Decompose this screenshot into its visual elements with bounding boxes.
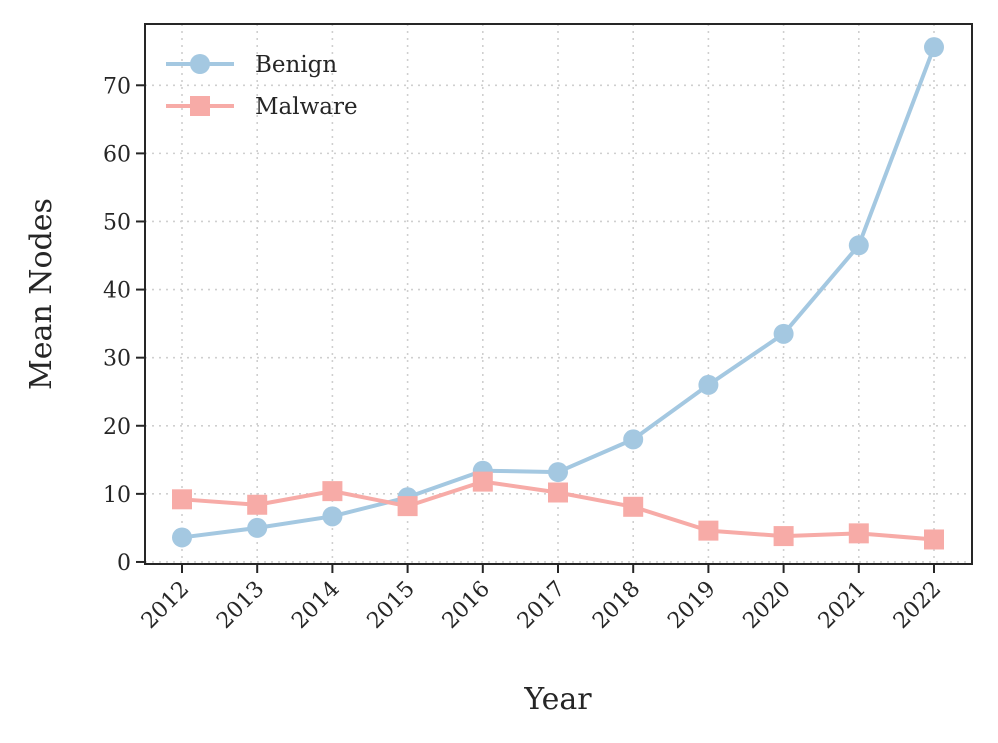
x-tick-label: 2019 bbox=[663, 577, 720, 634]
legend-label-malware: Malware bbox=[255, 94, 358, 120]
legend-item-malware: Malware bbox=[166, 94, 358, 120]
benign-point bbox=[548, 462, 568, 483]
malware-point bbox=[623, 496, 644, 517]
x-axis: 2012 2013 2014 2015 2016 2017 2018 2019 2020 2021… bbox=[137, 564, 946, 634]
malware-point bbox=[848, 523, 869, 544]
malware-point bbox=[472, 471, 493, 492]
malware-point bbox=[397, 496, 418, 517]
benign-point bbox=[848, 235, 869, 256]
x-tick-label: 2016 bbox=[438, 577, 495, 634]
x-tick-label: 2018 bbox=[588, 577, 645, 634]
malware-point bbox=[698, 520, 719, 541]
legend: Benign Malware bbox=[166, 52, 358, 120]
x-tick-label: 2012 bbox=[137, 577, 194, 634]
malware-point bbox=[322, 481, 343, 502]
legend-label-benign: Benign bbox=[255, 52, 337, 78]
y-tick-label: 50 bbox=[103, 210, 131, 235]
malware-series bbox=[172, 471, 944, 550]
benign-point bbox=[247, 517, 268, 538]
benign-point bbox=[172, 527, 192, 548]
x-axis-label: Year bbox=[523, 682, 592, 717]
y-axis-label: Mean Nodes bbox=[24, 198, 59, 390]
x-tick-label: 2021 bbox=[814, 577, 871, 634]
legend-item-benign: Benign bbox=[166, 52, 337, 78]
y-tick-label: 20 bbox=[103, 415, 131, 440]
x-tick-label: 2017 bbox=[513, 577, 570, 634]
x-tick-label: 2013 bbox=[212, 577, 269, 634]
malware-point bbox=[924, 529, 944, 550]
y-tick-label: 10 bbox=[103, 483, 131, 508]
benign-point bbox=[924, 37, 944, 58]
y-tick-label: 40 bbox=[103, 279, 131, 304]
y-tick-label: 30 bbox=[103, 347, 131, 372]
x-tick-label: 2020 bbox=[739, 577, 796, 634]
series-layer bbox=[172, 37, 944, 550]
x-tick-label: 2014 bbox=[287, 577, 344, 634]
legend-marker-malware bbox=[190, 96, 210, 116]
malware-point bbox=[247, 494, 268, 515]
x-tick-label: 2015 bbox=[363, 577, 420, 634]
y-tick-label: 60 bbox=[103, 142, 131, 167]
benign-point bbox=[773, 323, 794, 344]
y-tick-label: 0 bbox=[117, 551, 131, 576]
benign-point bbox=[698, 374, 719, 395]
x-tick-label: 2022 bbox=[889, 577, 946, 634]
benign-point bbox=[322, 506, 343, 527]
y-tick-label: 70 bbox=[103, 74, 131, 99]
malware-point bbox=[172, 489, 192, 510]
malware-point bbox=[773, 526, 794, 547]
y-axis: 0 10 20 30 40 50 60 70 bbox=[103, 74, 145, 576]
legend-marker-benign bbox=[190, 54, 210, 74]
malware-point bbox=[548, 482, 568, 503]
benign-point bbox=[623, 429, 644, 450]
